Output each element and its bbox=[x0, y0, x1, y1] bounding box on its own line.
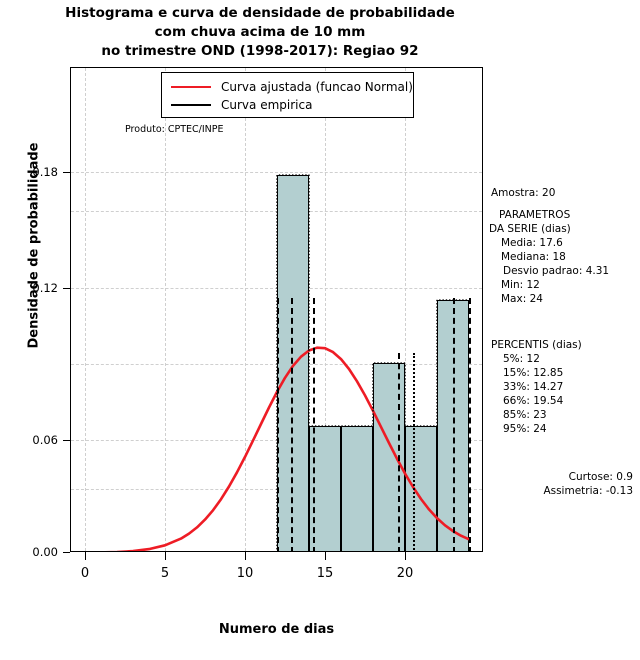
x-tick-mark-4 bbox=[405, 552, 406, 560]
y-tick-label-1: 0.06 bbox=[32, 433, 58, 447]
y-tick-mark-2 bbox=[63, 288, 70, 289]
produto-annotation: Produto: CPTEC/INPE bbox=[125, 124, 224, 135]
x-tick-label-3: 15 bbox=[316, 566, 334, 581]
x-tick-mark-3 bbox=[325, 552, 326, 560]
stats-percentis-block: PERCENTIS (dias) 5%: 12 15%: 12.85 33%: … bbox=[491, 338, 582, 436]
gridline-horizontal-0.06 bbox=[71, 440, 482, 441]
x-tick-label-1: 5 bbox=[160, 566, 170, 581]
stat-curtose: Curtose: 0.9 bbox=[568, 471, 633, 483]
percentile-line-85 bbox=[453, 298, 455, 551]
stat-amostra: Amostra: 20 bbox=[491, 187, 556, 199]
percentile-line-66 bbox=[397, 353, 400, 551]
x-tick-label-2: 10 bbox=[236, 566, 254, 581]
legend-swatch-empirica-icon bbox=[171, 104, 211, 106]
gridline-vertical-5 bbox=[165, 68, 166, 551]
stat-parametros-title-1: PARAMETROS bbox=[499, 209, 571, 221]
stats-moments-block: Curtose: 0.9 Assimetria: -0.13 bbox=[487, 470, 633, 498]
histogram-bar-18-20 bbox=[373, 363, 405, 551]
stat-p15: 15%: 12.85 bbox=[503, 367, 564, 379]
gridline-vertical-0 bbox=[85, 68, 86, 551]
stat-max: Max: 24 bbox=[501, 293, 543, 305]
y-tick-mark-0 bbox=[63, 552, 70, 553]
gridline-vertical-10 bbox=[245, 68, 246, 551]
title-line-2: com chuva acima de 10 mm bbox=[154, 24, 366, 40]
chart-legend: Curva ajustada (funcao Normal) Curva emp… bbox=[161, 72, 414, 118]
y-tick-label-2: 0.12 bbox=[32, 281, 58, 295]
stat-p66: 66%: 19.54 bbox=[503, 395, 564, 407]
stat-p33: 33%: 14.27 bbox=[503, 381, 564, 393]
stats-parametros-block: PARAMETROS DA SERIE (dias) Media: 17.6 M… bbox=[489, 208, 609, 306]
stat-p85: 85%: 23 bbox=[503, 409, 547, 421]
y-tick-mark-3 bbox=[63, 172, 70, 173]
page-title: Histograma e curva de densidade de proba… bbox=[0, 4, 520, 61]
histogram-bar-12-14 bbox=[277, 175, 309, 551]
stat-desvio: Desvio padrao: 4.31 bbox=[503, 265, 610, 277]
gridline-vertical-20 bbox=[405, 68, 406, 551]
legend-swatch-ajustada-icon bbox=[171, 86, 211, 88]
stat-assimetria: Assimetria: -0.13 bbox=[543, 485, 633, 497]
curve-empirica bbox=[276, 174, 470, 551]
x-tick-mark-0 bbox=[85, 552, 86, 560]
y-tick-label-0: 0.00 bbox=[32, 545, 58, 559]
gridline-horizontal-0.18 bbox=[71, 172, 482, 173]
title-line-3: no trimestre OND (1998-2017): Regiao 92 bbox=[101, 43, 419, 59]
title-line-1: Histograma e curva de densidade de proba… bbox=[65, 5, 455, 21]
legend-label-empirica: Curva empirica bbox=[221, 98, 313, 112]
legend-item-ajustada: Curva ajustada (funcao Normal) bbox=[162, 78, 413, 96]
x-tick-mark-1 bbox=[165, 552, 166, 560]
gridline-vertical-15 bbox=[325, 68, 326, 551]
x-tick-label-0: 0 bbox=[80, 566, 90, 581]
stat-percentis-title: PERCENTIS (dias) bbox=[491, 339, 582, 351]
legend-label-ajustada: Curva ajustada (funcao Normal) bbox=[221, 80, 413, 94]
plot-area: 5% 15% 33% 66% 85% 95% bbox=[70, 67, 483, 552]
stat-min: Min: 12 bbox=[501, 279, 540, 291]
percentile-line-33 bbox=[313, 298, 316, 551]
x-tick-mark-2 bbox=[245, 552, 246, 560]
x-tick-label-4: 20 bbox=[396, 566, 414, 581]
stat-p95: 95%: 24 bbox=[503, 423, 547, 435]
y-tick-mark-1 bbox=[63, 440, 70, 441]
stat-p05: 5%: 12 bbox=[503, 353, 540, 365]
plot-inner: 5% 15% 33% 66% 85% 95% bbox=[71, 68, 482, 551]
stat-media: Media: 17.6 bbox=[501, 237, 563, 249]
histogram-bar-16-18 bbox=[341, 426, 373, 551]
percentile-line-15 bbox=[290, 298, 293, 551]
stat-mediana: Mediana: 18 bbox=[501, 251, 566, 263]
percentile-line-66-dotted bbox=[413, 353, 415, 551]
y-axis-label: Densidade de probabilidade bbox=[26, 142, 42, 349]
legend-item-empirica: Curva empirica bbox=[162, 96, 413, 114]
stat-parametros-title-2: DA SERIE (dias) bbox=[489, 223, 571, 235]
y-tick-label-3: 0.18 bbox=[32, 165, 58, 179]
percentile-line-95 bbox=[469, 298, 471, 551]
percentile-line-5 bbox=[277, 298, 279, 551]
x-axis-label: Numero de dias bbox=[218, 622, 335, 637]
